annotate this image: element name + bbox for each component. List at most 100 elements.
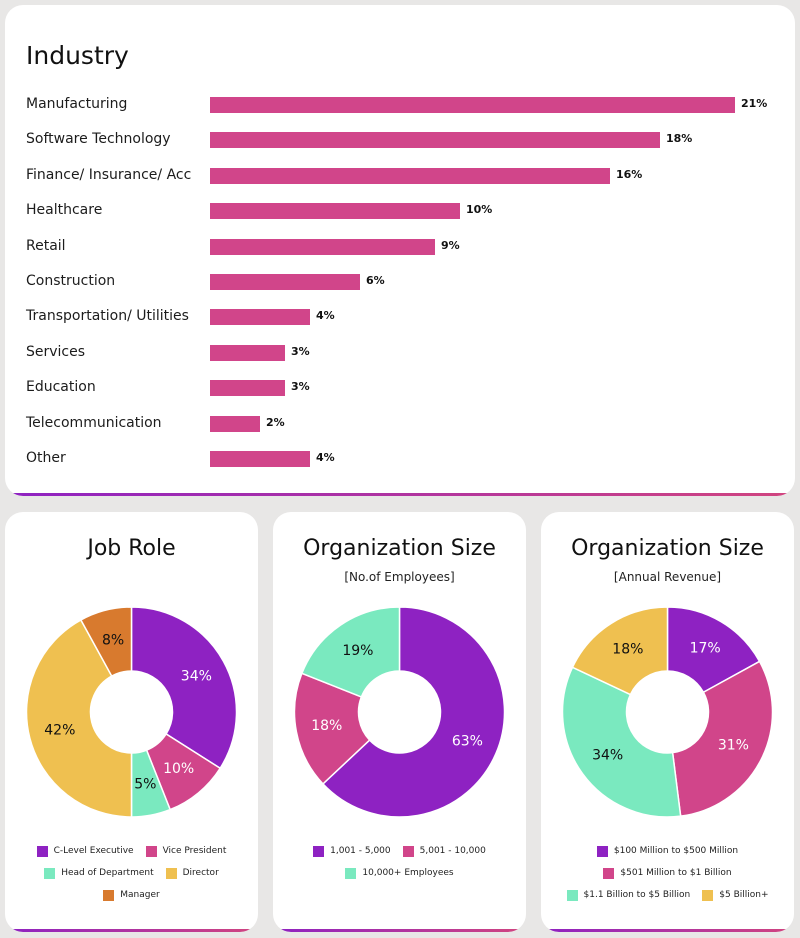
legend-item-1-001-5-000: 1,001 - 5,000	[313, 845, 391, 857]
industry-category-label: Manufacturing	[26, 96, 128, 112]
industry-bar-construction	[210, 274, 360, 290]
legend-row: $100 Million to $500 Million	[541, 840, 794, 862]
legend-item-5-billion: $5 Billion+	[702, 889, 769, 901]
legend-item-5-001-10-000: 5,001 - 10,000	[402, 845, 486, 857]
legend-item-vice-president: Vice President	[145, 845, 227, 857]
industry-title: Industry	[26, 41, 129, 70]
job-role-card: Job Role 34% 10% 5% 42% 8% C-Level Executive…	[5, 512, 258, 932]
industry-bar-education	[210, 380, 285, 397]
org-size-revenue-title: Organization Size	[571, 536, 764, 561]
legend-swatch	[145, 845, 157, 857]
legend-label: C-Level Executive	[53, 846, 134, 856]
donut-slice-10-000-employees	[300, 606, 401, 698]
org-size-revenue-subtitle: [Annual Revenue]	[613, 570, 722, 584]
industry-category-label: Other	[26, 450, 66, 466]
donut-slice-label: 19%	[342, 643, 373, 659]
org-size-revenue-donut-chart: 17% 31% 34% 18%	[561, 606, 774, 818]
industry-value-label: 2%	[266, 415, 285, 429]
legend-label: 5,001 - 10,000	[419, 846, 486, 856]
org-size-employees-donut-chart: 63% 18% 19%	[293, 606, 506, 818]
industry-category-label: Services	[26, 343, 86, 360]
donut-slice-5-billion	[571, 606, 669, 696]
industry-value-label: 10%	[466, 203, 493, 217]
legend-item-100-million-to-500-million: $100 Million to $500 Million	[596, 845, 738, 857]
legend-label: Head of Department	[61, 868, 154, 878]
legend-swatch	[103, 889, 115, 901]
legend-row: $501 Million to $1 Billion	[541, 862, 794, 884]
industry-row-retail: Retail 9%	[5, 237, 795, 257]
industry-bar-telecommunication	[210, 415, 260, 432]
org-size-employees-title: Organization Size	[303, 536, 496, 561]
industry-value-label: 18%	[666, 132, 693, 146]
legend-swatch	[165, 867, 177, 879]
donut-slice-label: 34%	[181, 668, 212, 684]
industry-bar-software-technology	[210, 132, 660, 149]
donut-slice-501-million-to-1-billion	[671, 660, 774, 818]
donut-slice-director	[25, 618, 133, 818]
donut-slice-label: 31%	[718, 738, 749, 754]
industry-category-label: Education	[26, 379, 96, 396]
industry-value-label: 16%	[616, 167, 643, 181]
donut-slice-5-001-10-000	[293, 672, 371, 785]
industry-category-label: Transportation/ Utilities	[26, 308, 189, 325]
industry-bar-services	[210, 344, 285, 361]
legend-item-head-of-department: Head of Department	[44, 867, 154, 879]
donut-slice-c-level-executive	[130, 606, 238, 770]
industry-row-manufacturing: Manufacturing 21%	[5, 95, 795, 115]
industry-row-healthcare: Healthcare 10%	[5, 201, 795, 221]
legend-label: Vice President	[162, 846, 227, 856]
donut-slice-manager	[79, 606, 133, 678]
donut-slice-label: 8%	[102, 632, 124, 648]
legend-item-10-000-employees: 10,000+ Employees	[345, 867, 454, 879]
industry-card: Industry Manufacturing 21% Software Techno…	[5, 5, 795, 496]
industry-row-transportation-utilities: Transportation/ Utilities 4%	[5, 307, 795, 327]
industry-row-software-technology: Software Technology 18%	[5, 130, 795, 150]
industry-row-education: Education 3%	[5, 378, 795, 398]
legend-row: $1.1 Billion to $5 Billion $5 Billion+	[541, 884, 794, 906]
industry-category-label: Construction	[26, 273, 116, 289]
industry-row-finance-insurance-acc: Finance/ Insurance/ Acc 16%	[5, 166, 795, 186]
legend-item-manager: Manager	[103, 889, 160, 901]
donut-slice-100-million-to-500-million	[666, 606, 761, 694]
industry-value-label: 6%	[366, 274, 385, 287]
job-role-title: Job Role	[87, 536, 176, 561]
legend-swatch	[566, 889, 578, 901]
donut-slice-label: 42%	[44, 722, 75, 738]
industry-value-label: 3%	[291, 380, 310, 394]
legend-item-1-1-billion-to-5-billion: $1.1 Billion to $5 Billion	[566, 889, 691, 901]
legend-row: Head of Department Director	[5, 862, 258, 884]
legend-row: C-Level Executive Vice President	[5, 840, 258, 862]
legend-label: 10,000+ Employees	[362, 868, 454, 878]
industry-row-services: Services 3%	[5, 343, 795, 363]
legend-swatch	[402, 845, 414, 857]
legend-row: Manager	[5, 884, 258, 906]
legend-swatch	[36, 845, 48, 857]
industry-category-label: Retail	[26, 237, 66, 254]
org-size-revenue-legend: $100 Million to $500 Million $501 Million…	[541, 840, 794, 906]
industry-bar-retail	[210, 238, 435, 255]
legend-row: 1,001 - 5,000 5,001 - 10,000	[273, 840, 526, 862]
donut-slice-label: 17%	[690, 640, 721, 656]
industry-value-label: 4%	[316, 309, 335, 323]
legend-swatch	[603, 867, 615, 879]
legend-label: 1,001 - 5,000	[330, 846, 391, 856]
legend-row: 10,000+ Employees	[273, 862, 526, 884]
donut-slice-1-001-5-000	[321, 606, 506, 818]
donut-slice-label: 63%	[452, 733, 483, 749]
job-role-legend: C-Level Executive Vice President Head of D…	[5, 840, 258, 906]
industry-value-label: 4%	[316, 451, 335, 464]
org-size-employees-card: Organization Size [No.of Employees] 63% 1…	[273, 512, 526, 932]
donut-slice-1-1-billion-to-5-billion	[561, 666, 682, 818]
industry-category-label: Healthcare	[26, 202, 103, 219]
legend-item-director: Director	[165, 867, 219, 879]
industry-row-other: Other 4%	[5, 449, 795, 469]
legend-label: $501 Million to $1 Billion	[620, 868, 732, 878]
industry-bar-finance-insurance-acc	[210, 167, 610, 184]
legend-swatch	[44, 867, 56, 879]
legend-label: $1.1 Billion to $5 Billion	[583, 890, 691, 900]
legend-label: $5 Billion+	[719, 890, 769, 900]
org-size-revenue-card: Organization Size [Annual Revenue] 17% 31…	[541, 512, 794, 932]
industry-row-construction: Construction 6%	[5, 272, 795, 292]
legend-item-501-million-to-1-billion: $501 Million to $1 Billion	[603, 867, 732, 879]
industry-category-label: Finance/ Insurance/ Acc	[26, 166, 192, 183]
